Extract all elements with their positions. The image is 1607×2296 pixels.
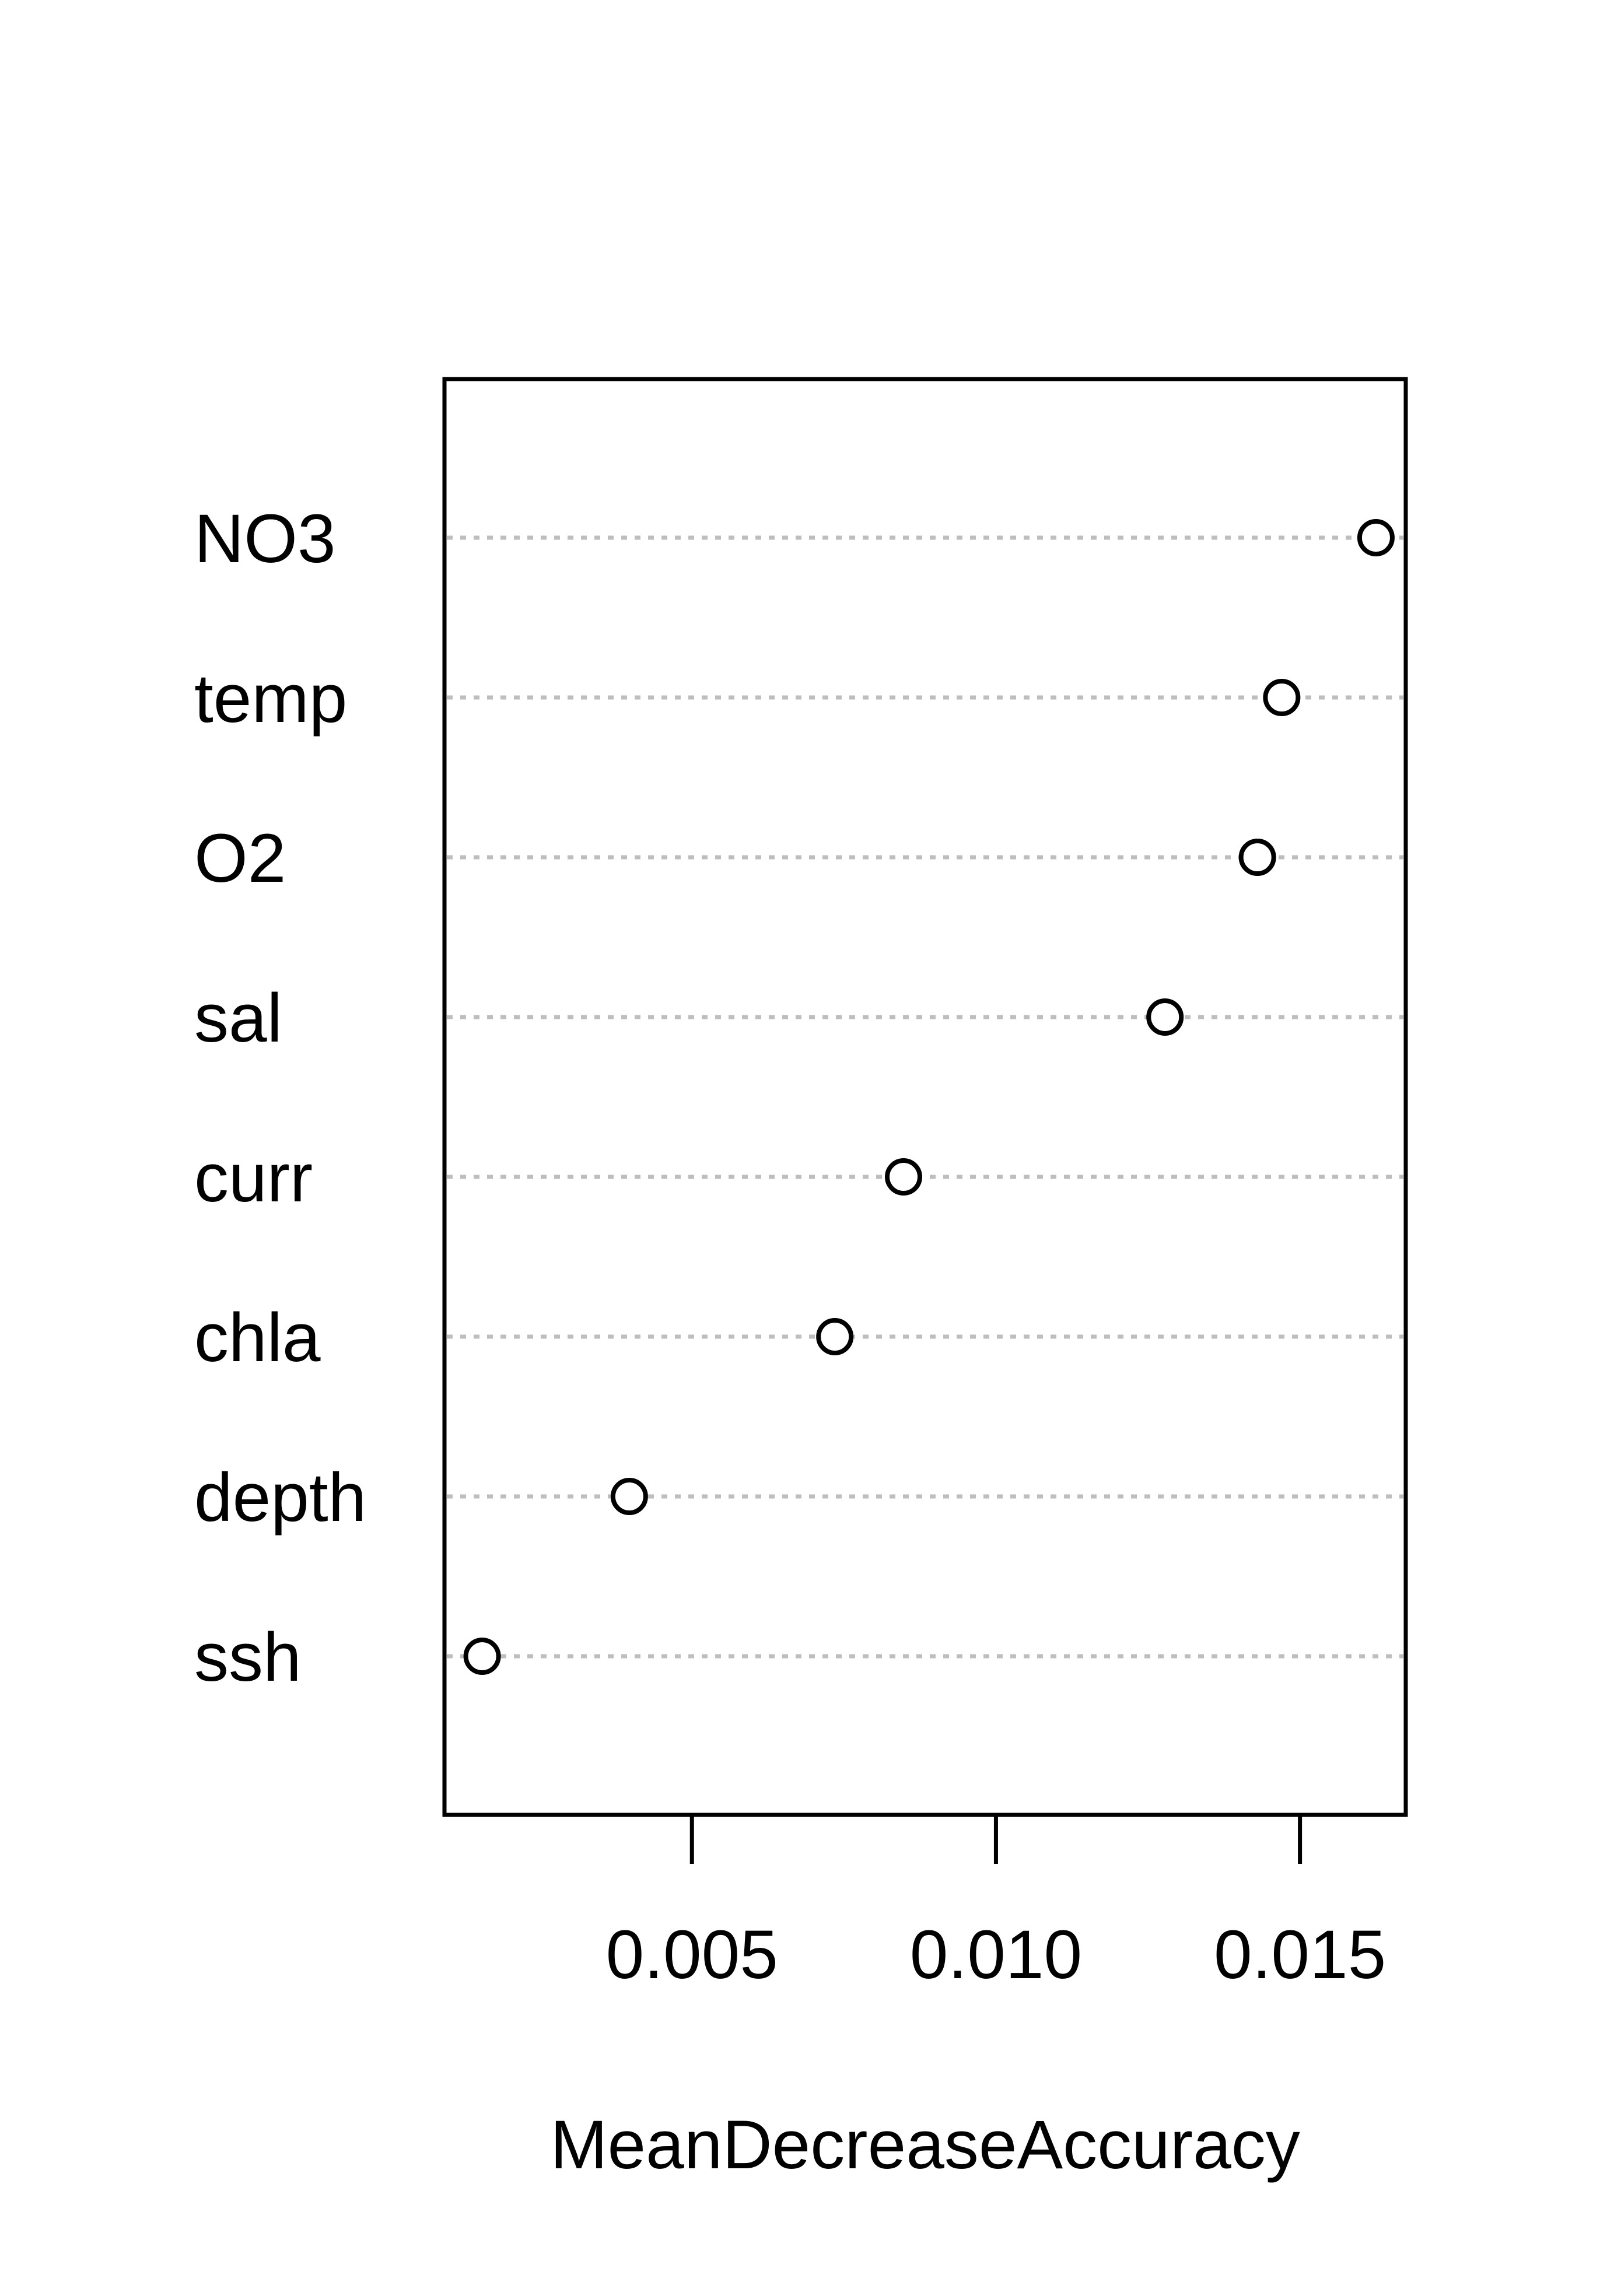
data-point-ssh — [463, 1638, 501, 1675]
data-point-temp — [1263, 679, 1301, 716]
variable-label-o2: O2 — [194, 820, 286, 897]
guide-lines — [447, 535, 1403, 1659]
variable-label-temp: temp — [194, 660, 347, 737]
variable-labels: NO3 temp O2 sal curr chla depth ssh — [194, 500, 366, 1696]
x-tick-label: 0.005 — [606, 1916, 778, 1993]
variable-label-sal: sal — [194, 980, 282, 1057]
data-point-chla — [816, 1318, 854, 1355]
x-axis-title: MeanDecreaseAccuracy — [550, 2106, 1300, 2183]
x-tick-label: 0.015 — [1214, 1916, 1386, 1993]
x-axis: 0.005 0.010 0.015 — [606, 1815, 1386, 1993]
variable-label-depth: depth — [194, 1459, 366, 1536]
variable-label-no3: NO3 — [194, 500, 336, 577]
variable-label-ssh: ssh — [194, 1619, 302, 1696]
data-point-o2 — [1238, 839, 1276, 876]
variable-label-chla: chla — [194, 1299, 321, 1376]
data-point-curr — [884, 1158, 922, 1196]
variable-label-curr: curr — [194, 1140, 313, 1217]
plot-frame — [442, 377, 1408, 1817]
data-point-no3 — [1357, 519, 1395, 556]
data-point-sal — [1146, 998, 1184, 1036]
x-tick-label: 0.010 — [910, 1916, 1082, 1993]
data-points — [463, 519, 1395, 1675]
data-point-depth — [610, 1478, 648, 1515]
